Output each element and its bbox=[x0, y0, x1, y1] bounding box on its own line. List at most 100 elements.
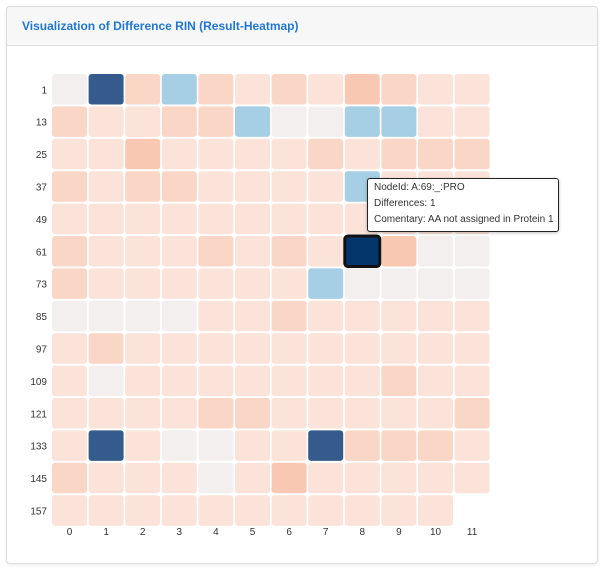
heatmap-cell[interactable] bbox=[161, 171, 197, 202]
heatmap-cell[interactable] bbox=[161, 300, 197, 332]
heatmap-cell[interactable] bbox=[88, 300, 124, 332]
heatmap-cell[interactable] bbox=[418, 398, 453, 429]
heatmap-cell[interactable] bbox=[381, 106, 417, 137]
heatmap-cell[interactable] bbox=[125, 74, 161, 105]
heatmap-cell[interactable] bbox=[52, 268, 87, 299]
heatmap-cell[interactable] bbox=[198, 268, 234, 299]
heatmap-cell[interactable] bbox=[198, 365, 234, 397]
heatmap-cell[interactable] bbox=[125, 398, 161, 429]
heatmap-cell[interactable] bbox=[198, 203, 234, 235]
heatmap-cell[interactable] bbox=[125, 495, 161, 526]
heatmap-cell[interactable] bbox=[418, 495, 453, 526]
heatmap-cell[interactable] bbox=[418, 430, 453, 461]
heatmap-cell[interactable] bbox=[125, 430, 161, 461]
heatmap-cell[interactable] bbox=[381, 268, 417, 299]
heatmap-cell[interactable] bbox=[125, 333, 161, 364]
heatmap-cell[interactable] bbox=[271, 236, 307, 267]
heatmap-cell[interactable] bbox=[52, 74, 87, 105]
heatmap-cell[interactable] bbox=[125, 106, 161, 137]
heatmap-cell[interactable] bbox=[88, 106, 124, 137]
heatmap-cell[interactable] bbox=[161, 236, 197, 267]
heatmap-cell[interactable] bbox=[125, 171, 161, 202]
heatmap-cell[interactable] bbox=[381, 300, 417, 332]
heatmap-cell[interactable] bbox=[88, 462, 124, 494]
heatmap-cell[interactable] bbox=[198, 300, 234, 332]
heatmap-cell[interactable] bbox=[271, 333, 307, 364]
heatmap-cell[interactable] bbox=[88, 495, 124, 526]
heatmap-cell[interactable] bbox=[308, 74, 344, 105]
heatmap-cell[interactable] bbox=[308, 236, 344, 267]
heatmap-cell[interactable] bbox=[161, 138, 197, 170]
heatmap-cell[interactable] bbox=[454, 74, 490, 105]
heatmap-cell[interactable] bbox=[271, 171, 307, 202]
heatmap-cell[interactable] bbox=[235, 495, 270, 526]
heatmap-cell[interactable] bbox=[381, 365, 417, 397]
heatmap-cell[interactable] bbox=[308, 462, 344, 494]
heatmap-cell[interactable] bbox=[454, 106, 490, 137]
heatmap-cell[interactable] bbox=[198, 171, 234, 202]
heatmap-cell[interactable] bbox=[88, 268, 124, 299]
heatmap-cell[interactable] bbox=[52, 365, 87, 397]
heatmap-cell[interactable] bbox=[235, 462, 270, 494]
heatmap-cell[interactable] bbox=[88, 430, 124, 461]
heatmap-cell[interactable] bbox=[308, 138, 344, 170]
heatmap-cell[interactable] bbox=[381, 138, 417, 170]
heatmap-cell[interactable] bbox=[308, 365, 344, 397]
heatmap-cell[interactable] bbox=[381, 430, 417, 461]
heatmap-cell[interactable] bbox=[198, 495, 234, 526]
heatmap-cell[interactable] bbox=[454, 333, 490, 364]
heatmap-cell[interactable] bbox=[52, 171, 87, 202]
heatmap-cell[interactable] bbox=[454, 398, 490, 429]
heatmap-cell[interactable] bbox=[308, 203, 344, 235]
heatmap-cell[interactable] bbox=[344, 365, 380, 397]
heatmap-cell[interactable] bbox=[88, 171, 124, 202]
heatmap-cell[interactable] bbox=[198, 430, 234, 461]
heatmap-cell[interactable] bbox=[454, 138, 490, 170]
heatmap-cell[interactable] bbox=[344, 106, 380, 137]
heatmap-cell[interactable] bbox=[308, 300, 344, 332]
heatmap-cell[interactable] bbox=[271, 106, 307, 137]
heatmap-cell[interactable] bbox=[198, 138, 234, 170]
heatmap-cell[interactable] bbox=[88, 236, 124, 267]
heatmap-cell[interactable] bbox=[198, 236, 234, 267]
heatmap-cell[interactable] bbox=[125, 203, 161, 235]
heatmap-cell[interactable] bbox=[271, 268, 307, 299]
heatmap-cell[interactable] bbox=[161, 106, 197, 137]
heatmap-cell[interactable] bbox=[344, 462, 380, 494]
heatmap-cell[interactable] bbox=[52, 430, 87, 461]
heatmap-cell[interactable] bbox=[198, 106, 234, 137]
heatmap-cell[interactable] bbox=[344, 398, 380, 429]
heatmap-cell[interactable] bbox=[235, 430, 270, 461]
heatmap-cell[interactable] bbox=[235, 236, 270, 267]
heatmap-cell[interactable] bbox=[161, 74, 197, 105]
heatmap-cell[interactable] bbox=[88, 203, 124, 235]
heatmap-cell[interactable] bbox=[235, 171, 270, 202]
heatmap-cell[interactable] bbox=[271, 74, 307, 105]
heatmap-cell[interactable] bbox=[52, 398, 87, 429]
heatmap-cell[interactable] bbox=[381, 462, 417, 494]
heatmap-cell[interactable] bbox=[88, 74, 124, 105]
heatmap-cell[interactable] bbox=[344, 138, 380, 170]
heatmap-cell[interactable] bbox=[271, 138, 307, 170]
heatmap-cell[interactable] bbox=[381, 236, 417, 267]
heatmap-cell[interactable] bbox=[344, 333, 380, 364]
heatmap-cell[interactable] bbox=[125, 138, 161, 170]
heatmap-cell[interactable] bbox=[271, 398, 307, 429]
heatmap-cell[interactable] bbox=[418, 365, 453, 397]
heatmap-cell[interactable] bbox=[235, 365, 270, 397]
heatmap-cell[interactable] bbox=[454, 365, 490, 397]
heatmap-cell[interactable] bbox=[343, 234, 382, 268]
heatmap-cell[interactable] bbox=[308, 495, 344, 526]
heatmap-cell[interactable] bbox=[125, 300, 161, 332]
heatmap-cell[interactable] bbox=[418, 462, 453, 494]
heatmap-cell[interactable] bbox=[271, 365, 307, 397]
heatmap-cell[interactable] bbox=[454, 430, 490, 461]
heatmap-cell[interactable] bbox=[161, 462, 197, 494]
heatmap-cell[interactable] bbox=[235, 398, 270, 429]
heatmap-cell[interactable] bbox=[271, 203, 307, 235]
heatmap-cell[interactable] bbox=[198, 333, 234, 364]
heatmap-cell[interactable] bbox=[344, 300, 380, 332]
heatmap-cell[interactable] bbox=[52, 300, 87, 332]
heatmap-cell[interactable] bbox=[161, 430, 197, 461]
heatmap-cell[interactable] bbox=[235, 106, 270, 137]
